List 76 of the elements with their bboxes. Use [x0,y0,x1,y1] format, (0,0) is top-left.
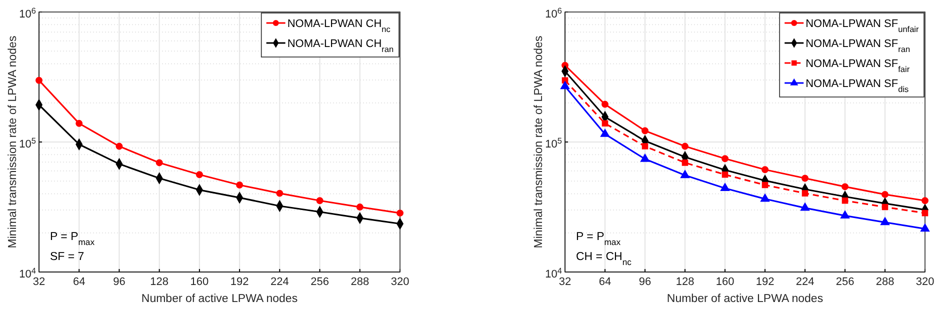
point [922,197,928,204]
x-axis-title: Number of active LPWA nodes [666,293,824,305]
x-tick-label: 320 [916,276,934,288]
point [600,128,610,137]
point [842,183,848,190]
point [760,194,770,202]
legend-label: NOMA-LPWAN CH$_{nc}$ [287,18,390,34]
point [680,170,690,178]
point [880,217,890,226]
x-tick-label: 128 [676,276,694,288]
x-tick-label: 288 [876,276,894,288]
point [682,160,688,166]
point [922,210,928,216]
point [156,159,163,166]
y-tick-label: 10$^{6}$ [545,6,562,20]
point [802,174,808,182]
y-axis-title: Minimal transmission rate of LPWA nodes [7,36,19,248]
point [762,166,768,174]
point [802,190,808,196]
annotation: P = P$_{max}$ [50,231,96,247]
annotation: P = P$_{max}$ [576,231,622,247]
point [722,155,728,162]
y-tick-label: 10$^{5}$ [545,136,562,150]
x-tick-label: 160 [190,276,209,288]
x-tick-label: 224 [796,276,814,288]
x-tick-label: 256 [836,276,854,288]
point [920,224,930,232]
point [682,142,688,150]
x-tick-label: 32 [558,276,572,288]
point [642,143,648,150]
point [236,182,244,188]
point [720,183,730,192]
point [602,120,608,127]
point [602,100,608,108]
point [762,182,768,188]
legend-label: NOMA-LPWAN SF$_{dis}$ [806,78,909,94]
x-tick-label: 96 [638,276,652,288]
point [76,120,83,127]
x-tick-label: 64 [598,276,612,288]
point [842,197,848,204]
point [196,171,203,178]
point [840,210,850,219]
y-tick-label: 10$^{5}$ [19,136,36,150]
x-tick-label: 64 [72,276,86,288]
x-tick-label: 192 [230,276,249,288]
point [642,127,648,134]
point [276,190,284,197]
point [116,142,123,150]
y-tick-label: 10$^{6}$ [19,6,36,20]
y-axis-title: Minimal transmission rate of LPWA nodes [533,36,545,248]
point [800,202,810,211]
point [356,204,364,211]
legend-label: NOMA-LPWAN CH$_{ran}$ [287,38,394,54]
annotation: SF = 7 [50,251,84,263]
point [640,154,650,162]
point [36,76,42,84]
x-tick-label: 32 [32,276,46,288]
annotation: CH = CH$_{nc}$ [576,251,632,267]
legend-label: NOMA-LPWAN SF$_{fair}$ [806,58,910,74]
point [560,81,570,90]
legend-label: NOMA-LPWAN SF$_{unfair}$ [806,18,919,34]
point [316,197,324,204]
x-tick-label: 288 [350,276,370,288]
x-tick-label: 224 [270,276,289,288]
legend-label: NOMA-LPWAN SF$_{ran}$ [806,38,910,54]
point [722,171,728,178]
point [882,190,888,198]
x-axis-title: Number of active LPWA nodes [141,293,298,305]
x-tick-label: 256 [310,276,329,288]
x-tick-label: 128 [150,276,169,288]
x-tick-label: 320 [390,276,410,288]
x-tick-label: 96 [113,276,126,288]
x-tick-label: 160 [716,276,734,288]
point [882,204,888,210]
point [396,210,404,217]
x-tick-label: 192 [756,276,774,288]
